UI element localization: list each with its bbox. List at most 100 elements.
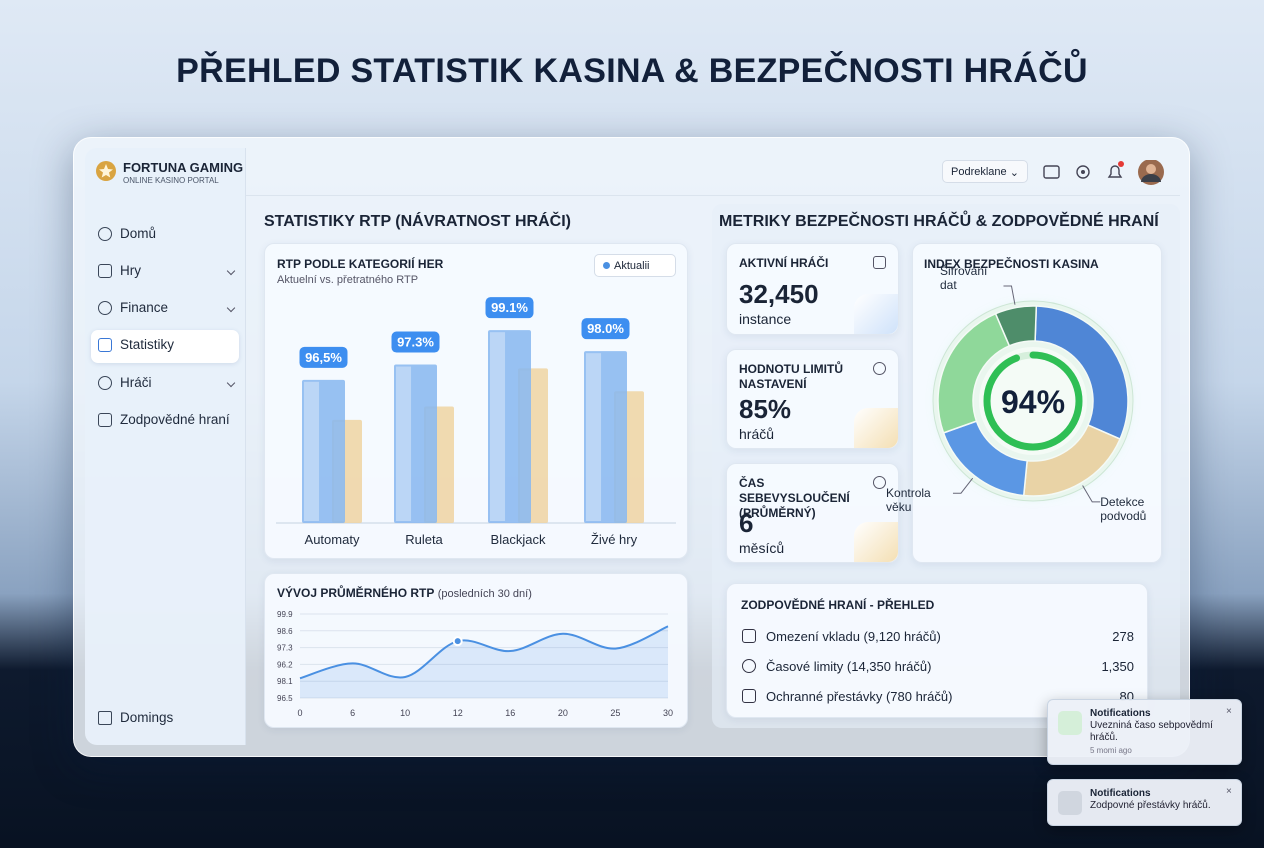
brand-tagline: ONLINE KASINO PORTAL	[123, 176, 219, 185]
responsible-row: Časové limity (14,350 hráčů) 1,350	[742, 659, 1134, 674]
nav-item[interactable]: Zodpovědné hraní	[98, 412, 234, 427]
y-tick-label: 99.9	[277, 610, 293, 619]
notif-icon	[1058, 791, 1082, 815]
value-pill	[299, 346, 348, 368]
bar-shine	[586, 353, 602, 521]
x-tick-label: 10	[400, 708, 410, 718]
brand-name: FORTUNA GAMING	[123, 160, 244, 175]
safety-heading: METRIKY BEZPEČNOSTI HRÁČŮ & ZODPOVĚDNÉ H…	[719, 213, 1159, 230]
gauge-bg	[979, 347, 1087, 455]
notif-close: ×	[1226, 786, 1232, 797]
leader-line	[952, 477, 974, 494]
responsible-row: Omezení vkladu (9,120 hráčů) 278	[742, 629, 1134, 644]
x-tick-label: 30	[663, 708, 673, 718]
wallet-icon[interactable]	[1043, 165, 1060, 179]
line-subtitle: (posledních 30 dní)	[437, 588, 532, 600]
line-card	[264, 573, 688, 728]
pie-segment	[994, 305, 1038, 347]
pie-title: INDEX BEZPEČNOSTI KASINA	[924, 257, 1099, 271]
x-tick-label: Automaty	[305, 532, 360, 547]
info-icon	[873, 476, 886, 489]
x-tick-label: 25	[610, 708, 620, 718]
nav-active	[91, 330, 239, 363]
metric-title: ČAS SEBEVYSLOUČENÍ (PRŮMĚRNÝ)	[739, 476, 850, 520]
value-pill	[581, 318, 630, 340]
y-tick-label: 96.2	[277, 660, 293, 669]
line-area	[300, 626, 668, 698]
bar-title: RTP PODLE KATEGORIÍ HER	[277, 257, 444, 271]
row-label: Ochranné přestávky (780 hráčů)	[766, 689, 953, 704]
pie-label: Detekce podvodů	[1100, 494, 1147, 523]
bar	[394, 364, 437, 523]
value-label: 98.0%	[587, 321, 624, 336]
metric-value: 85%	[739, 394, 792, 424]
y-tick-label: 97.3	[277, 644, 293, 653]
metric-icon	[854, 522, 898, 562]
settings-icon[interactable]	[1076, 165, 1090, 179]
value-pill	[485, 297, 534, 319]
gauge	[983, 351, 1083, 451]
metric-title: AKTIVNÍ HRÁČI	[739, 256, 829, 270]
nav-item[interactable]: Hry	[98, 263, 236, 278]
notif-title: Notifications	[1090, 788, 1151, 799]
nav-item[interactable]: Statistiky	[98, 337, 234, 352]
nav-label: Hry	[120, 263, 141, 278]
bar-shine	[396, 366, 412, 521]
pie-label: Šifrování dat	[940, 264, 988, 293]
nav-label: Statistiky	[120, 337, 175, 352]
bell-icon[interactable]	[1107, 165, 1123, 178]
y-tick-label: 98.6	[277, 627, 293, 636]
line-title-wrap: VÝVOJ PRŮMĚRNÉHO RTP (posledních 30 dní)	[277, 586, 532, 600]
leader-line	[1003, 285, 1016, 305]
row-label: Omezení vkladu (9,120 hráčů)	[766, 629, 941, 644]
pie-label: Kontrola věku	[886, 485, 931, 514]
x-tick-label: Blackjack	[491, 532, 546, 547]
nav-label: Domů	[120, 226, 157, 241]
x-tick-label: 12	[453, 708, 463, 718]
nav-footer[interactable]: Domings	[98, 710, 234, 725]
notif-time: 5 momi ago	[1090, 746, 1132, 755]
topbar-dropdown[interactable]: Podreklane ⌄	[942, 160, 1028, 183]
metric-unit: hráčů	[739, 426, 775, 442]
row-count: 1,350	[1101, 659, 1134, 674]
bar-shine	[304, 381, 320, 521]
row-count: 278	[1112, 629, 1134, 644]
notif-title: Notifications	[1090, 708, 1151, 719]
metric-value: 6	[739, 508, 754, 538]
metric-unit: měsíců	[739, 540, 785, 556]
x-tick-label: 20	[558, 708, 568, 718]
notif-text: Zodpovné přestávky hráčů.	[1090, 800, 1211, 811]
row-label: Časové limity (14,350 hráčů)	[766, 659, 932, 674]
nav-item[interactable]: Hráči	[98, 375, 236, 390]
metric-icon	[854, 408, 898, 448]
dropdown-label: Podreklane	[951, 166, 1007, 178]
leader-line	[1082, 485, 1101, 503]
metric-card: ČAS SEBEVYSLOUČENÍ (PRŮMĚRNÝ) 6 měsíců	[726, 463, 899, 563]
line-title: VÝVOJ PRŮMĚRNÉHO RTP	[277, 586, 435, 600]
nav-label: Hráči	[120, 375, 152, 390]
notif-text: Uvezniná časo sebpovědmí hráčů.	[1090, 720, 1213, 743]
bar-dropdown[interactable]: Aktualii	[594, 254, 676, 277]
bar	[488, 330, 531, 523]
bar-dropdown-label: Aktualii	[614, 260, 650, 272]
metric-unit: instance	[739, 311, 792, 327]
x-tick-label: 6	[350, 708, 355, 718]
nav-label: Zodpovědné hraní	[120, 412, 230, 427]
responsible-card	[726, 583, 1148, 718]
info-icon	[873, 362, 886, 375]
value-label: 96,5%	[305, 350, 342, 365]
bar-subtitle: Aktuelní vs. přetratného RTP	[277, 274, 419, 286]
nav-footer-label: Domings	[120, 710, 174, 725]
responsible-row: Ochranné přestávky (780 hráčů) 80	[742, 689, 1134, 704]
metric-icon	[854, 294, 898, 334]
bar-shine	[490, 332, 506, 521]
rtp-heading: STATISTIKY RTP (NÁVRATNOST HRÁČI)	[264, 213, 571, 230]
topbar-divider	[246, 195, 1180, 196]
page-title: PŘEHLED STATISTIK KASINA & BEZPEČNOSTI H…	[176, 52, 1088, 90]
bar	[584, 351, 627, 523]
nav-item[interactable]: Finance	[98, 300, 236, 315]
nav-item[interactable]: Domů	[98, 226, 234, 241]
y-tick-label: 98.1	[277, 677, 293, 686]
